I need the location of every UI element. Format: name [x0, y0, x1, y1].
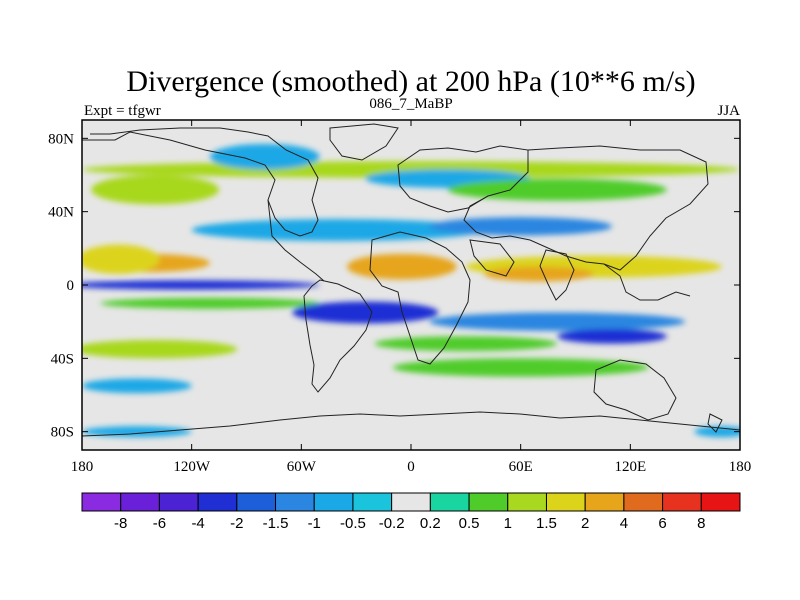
colorbar-label: 0.2: [420, 515, 441, 532]
colorbar-box: [352, 492, 393, 512]
colorbar-label: 1.5: [536, 515, 557, 532]
southeast-asia-outline: [603, 263, 691, 301]
divergence-region-21: [82, 378, 192, 394]
season-label: JJA: [717, 103, 740, 119]
divergence-region-5: [209, 143, 320, 170]
colorbar-box: [158, 492, 199, 512]
axis-tick-labels: 180 120W 60W 0 60E 120E 180 80N 40N 0 40S 80S: [48, 131, 751, 475]
colorbar-label: -0.5: [340, 515, 366, 532]
divergence-region-20: [392, 358, 649, 377]
colorbar-box: [120, 492, 160, 512]
divergence-region-17: [557, 329, 667, 344]
colorbar: -8 -6 -4 -2 -1.5 -1 -0.5 -0.2 0.2 0.5 1 1.5 2 4 6 8: [81, 492, 741, 532]
south-america-outline: [303, 279, 373, 393]
colorbar-label: -1.5: [263, 515, 289, 532]
colorbar-label: 8: [697, 515, 705, 532]
axis-ticks: [81, 120, 741, 450]
colorbar-box: [391, 492, 431, 512]
colorbar-label: 0.5: [459, 515, 480, 532]
colorbar-label: 1: [504, 515, 512, 532]
divergence-region-14: [100, 297, 320, 309]
north-america-outline: [82, 127, 319, 237]
asia-outline: [463, 145, 709, 271]
colorbar-label: -6: [153, 515, 166, 532]
colorbar-label: -4: [191, 515, 204, 532]
europe-outline: [397, 145, 529, 213]
divergence-region-15: [292, 301, 439, 324]
colorbar-box: [507, 492, 547, 512]
new-zealand-outline: [707, 413, 723, 433]
australia-outline: [593, 359, 677, 421]
divergence-region-6: [191, 219, 485, 241]
divergence-region-2: [91, 175, 220, 205]
colorbar-label: -1: [308, 515, 321, 532]
x-tick-label: 0: [407, 459, 415, 475]
colorbar-box: [81, 492, 122, 512]
antarctica-outline: [81, 411, 741, 437]
colorbar-box: [275, 492, 315, 512]
x-tick-label: 60W: [287, 459, 317, 475]
case-label: 086_7_MaBP: [369, 96, 452, 112]
colorbar-box: [197, 492, 238, 512]
colorbar-box: [662, 492, 702, 512]
continent-outlines: [81, 123, 741, 437]
map-area: [82, 120, 740, 450]
y-tick-label: 40N: [48, 205, 74, 221]
y-tick-label: 0: [67, 278, 75, 294]
divergence-region-18: [82, 340, 238, 359]
colorbar-label: -2: [230, 515, 243, 532]
greenland-outline: [329, 123, 399, 161]
colorbar-box: [584, 492, 625, 512]
divergence-region-7: [429, 217, 613, 236]
y-tick-label: 80N: [48, 131, 74, 147]
colorbar-label: 4: [620, 515, 628, 532]
experiment-label: Expt = tfgwr: [84, 103, 161, 119]
y-tick-label: 80S: [51, 425, 74, 441]
divergence-region-4: [447, 178, 667, 201]
india-outline: [539, 249, 575, 301]
colorbar-box: [313, 492, 354, 512]
colorbar-label: -8: [114, 515, 127, 532]
divergence-region-13: [82, 280, 320, 290]
x-tick-label: 180: [71, 459, 94, 475]
colorbar-box: [700, 492, 741, 512]
colorbar-box: [545, 492, 586, 512]
colorbar-box: [623, 492, 664, 512]
x-tick-label: 120W: [173, 459, 211, 475]
x-tick-label: 180: [729, 459, 752, 475]
divergence-region-9: [82, 244, 160, 274]
colorbar-box: [468, 492, 509, 512]
chart-title: Divergence (smoothed) at 200 hPa (10**6 …: [126, 65, 695, 98]
x-tick-label: 120E: [614, 459, 646, 475]
x-tick-label: 60E: [509, 459, 533, 475]
colorbar-label: 6: [658, 515, 666, 532]
divergence-region-12: [484, 266, 594, 282]
colorbar-box: [236, 492, 277, 512]
africa-outline: [369, 231, 471, 365]
central-america-outline: [267, 199, 325, 282]
divergence-region-19: [374, 336, 558, 351]
colorbar-box: [429, 492, 470, 512]
y-tick-label: 40S: [51, 351, 74, 367]
divergence-field: [82, 143, 740, 438]
divergence-region-16: [429, 312, 686, 331]
divergence-region-10: [347, 253, 457, 280]
colorbar-label: 2: [581, 515, 589, 532]
arabia-outline: [469, 239, 515, 277]
colorbar-label: -0.2: [379, 515, 405, 532]
